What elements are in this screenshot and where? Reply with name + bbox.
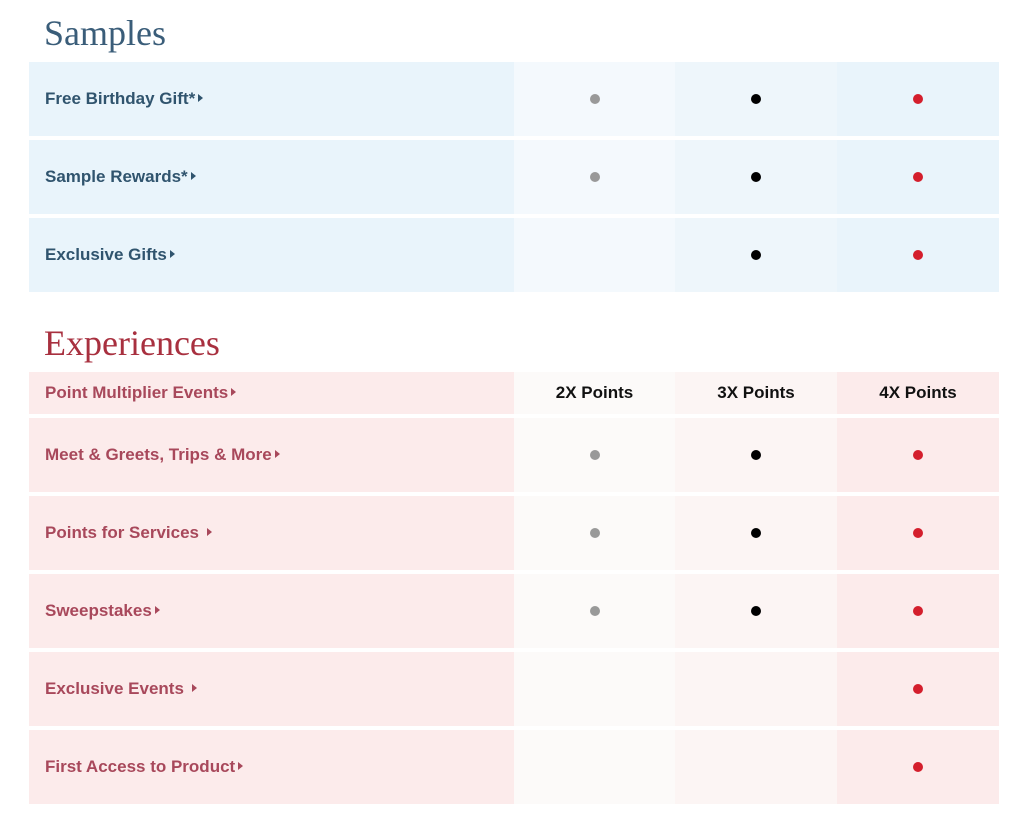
tier-3-dot-icon bbox=[913, 606, 923, 616]
tier-2-dot-icon bbox=[751, 528, 761, 538]
table-row: Meet & Greets, Trips & More bbox=[29, 418, 999, 492]
table-row: Exclusive Gifts bbox=[29, 218, 999, 292]
tier-2-cell bbox=[675, 418, 837, 492]
benefit-label: Exclusive Events bbox=[45, 679, 184, 698]
tier-3-cell bbox=[837, 418, 999, 492]
tier-3-dot-icon bbox=[913, 94, 923, 104]
samples-table: Free Birthday Gift* Sample Rewards* Excl… bbox=[29, 62, 999, 292]
tier-1-cell bbox=[514, 218, 675, 292]
benefit-label: Sweepstakes bbox=[45, 601, 152, 620]
table-row: Sample Rewards* bbox=[29, 140, 999, 214]
tier-1-dot-icon bbox=[589, 94, 600, 104]
caret-right-icon bbox=[207, 528, 213, 536]
tier-2-cell bbox=[675, 218, 837, 292]
benefit-label: First Access to Product bbox=[45, 757, 236, 776]
tier-3-header: 4X Points bbox=[837, 372, 999, 414]
tier-3-dot-icon bbox=[913, 762, 923, 772]
benefit-link-first-access-to-product[interactable]: First Access to Product bbox=[29, 730, 514, 804]
caret-right-icon bbox=[274, 450, 280, 458]
tier-1-cell bbox=[514, 730, 675, 804]
tier-3-dot-icon bbox=[913, 450, 923, 460]
tier-1-header: 2X Points bbox=[514, 372, 675, 414]
experiences-table: Point Multiplier Events 2X Points 3X Poi… bbox=[29, 372, 999, 804]
benefit-label: Meet & Greets, Trips & More bbox=[45, 445, 272, 464]
table-row: First Access to Product bbox=[29, 730, 999, 804]
benefit-label: Exclusive Gifts bbox=[45, 245, 167, 264]
tier-3-cell bbox=[837, 574, 999, 648]
caret-right-icon bbox=[238, 762, 244, 770]
benefit-label: Free Birthday Gift* bbox=[45, 89, 196, 108]
benefit-label: Points for Services bbox=[45, 523, 200, 542]
benefit-link-exclusive-gifts[interactable]: Exclusive Gifts bbox=[29, 218, 514, 292]
tier-1-dot-icon bbox=[589, 172, 600, 182]
caret-right-icon bbox=[190, 172, 196, 180]
tier-1-cell bbox=[514, 652, 675, 726]
benefit-link-free-birthday-gift[interactable]: Free Birthday Gift* bbox=[29, 62, 514, 136]
benefit-label: Point Multiplier Events bbox=[45, 383, 229, 402]
tier-1-cell bbox=[514, 574, 675, 648]
benefit-link-meet-greets[interactable]: Meet & Greets, Trips & More bbox=[29, 418, 514, 492]
tier-2-dot-icon bbox=[751, 606, 761, 616]
tier-1-cell bbox=[514, 496, 675, 570]
tier-3-cell bbox=[837, 652, 999, 726]
tier-2-dot-icon bbox=[751, 172, 761, 182]
experiences-section-title: Experiences bbox=[44, 323, 220, 363]
tier-3-cell bbox=[837, 140, 999, 214]
tier-1-dot-icon bbox=[589, 606, 600, 616]
tier-1-cell bbox=[514, 418, 675, 492]
benefit-link-points-for-services[interactable]: Points for Services bbox=[29, 496, 514, 570]
benefit-link-exclusive-events[interactable]: Exclusive Events bbox=[29, 652, 514, 726]
caret-right-icon bbox=[191, 684, 197, 692]
benefit-link-sweepstakes[interactable]: Sweepstakes bbox=[29, 574, 514, 648]
benefit-label: Sample Rewards* bbox=[45, 167, 188, 186]
tier-2-cell bbox=[675, 496, 837, 570]
table-row: Free Birthday Gift* bbox=[29, 62, 999, 136]
table-row: Sweepstakes bbox=[29, 574, 999, 648]
tier-2-dot-icon bbox=[751, 94, 761, 104]
table-row: Points for Services bbox=[29, 496, 999, 570]
caret-right-icon bbox=[169, 250, 175, 258]
tier-3-dot-icon bbox=[913, 528, 923, 538]
tier-3-cell bbox=[837, 62, 999, 136]
tier-2-cell bbox=[675, 62, 837, 136]
table-row: Exclusive Events bbox=[29, 652, 999, 726]
tier-3-dot-icon bbox=[913, 250, 923, 260]
caret-right-icon bbox=[231, 388, 237, 396]
tier-2-dot-icon bbox=[751, 450, 761, 460]
tier-3-cell bbox=[837, 730, 999, 804]
tier-3-dot-icon bbox=[913, 172, 923, 182]
benefit-link-sample-rewards[interactable]: Sample Rewards* bbox=[29, 140, 514, 214]
tier-1-cell bbox=[514, 140, 675, 214]
tier-2-cell bbox=[675, 652, 837, 726]
caret-right-icon bbox=[154, 606, 160, 614]
caret-right-icon bbox=[198, 94, 204, 102]
samples-section-title: Samples bbox=[44, 13, 166, 53]
tier-2-cell bbox=[675, 730, 837, 804]
table-header-row: Point Multiplier Events 2X Points 3X Poi… bbox=[29, 372, 999, 414]
tier-1-dot-icon bbox=[589, 450, 600, 460]
tier-2-cell bbox=[675, 140, 837, 214]
tier-1-dot-icon bbox=[589, 528, 600, 538]
tier-1-cell bbox=[514, 62, 675, 136]
tier-3-cell bbox=[837, 496, 999, 570]
tier-3-cell bbox=[837, 218, 999, 292]
tier-2-dot-icon bbox=[751, 250, 761, 260]
tier-2-cell bbox=[675, 574, 837, 648]
tier-3-dot-icon bbox=[913, 684, 923, 694]
benefit-link-point-multiplier-events[interactable]: Point Multiplier Events bbox=[29, 372, 514, 414]
tier-2-header: 3X Points bbox=[675, 372, 837, 414]
